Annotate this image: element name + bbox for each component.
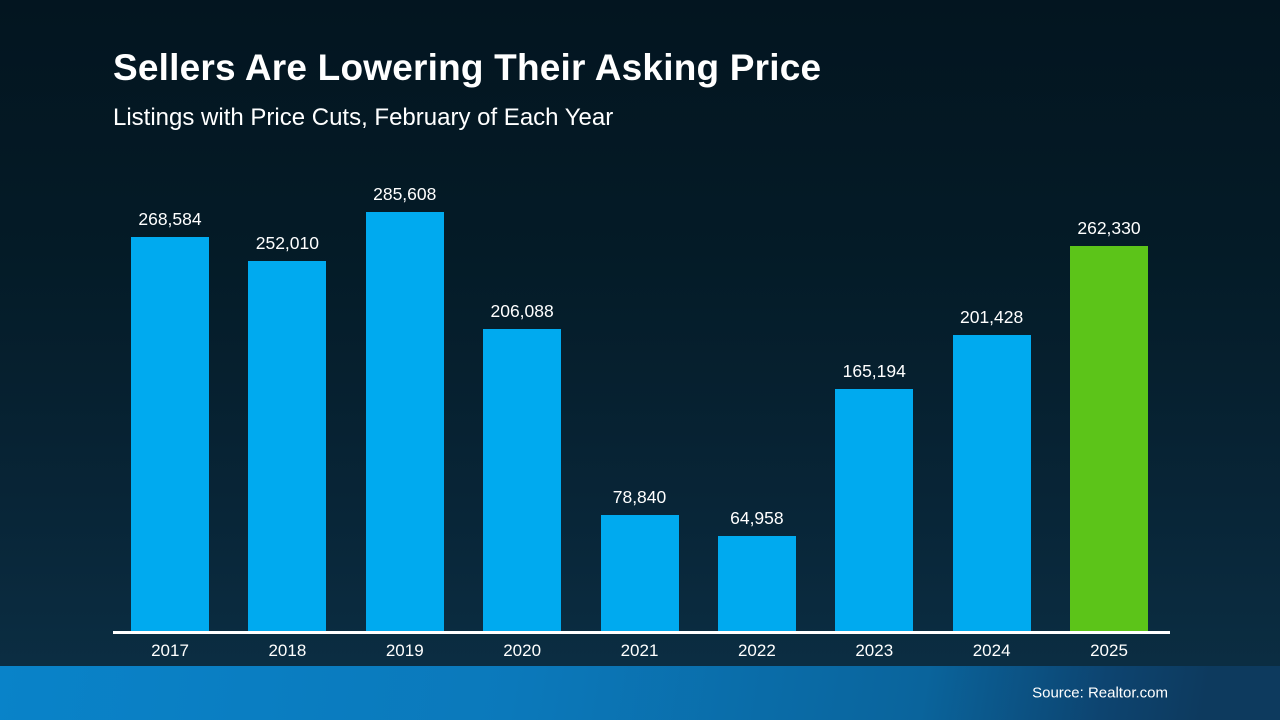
bar-column-2019: 285,608	[365, 184, 444, 631]
bar-column-2018: 252,010	[248, 233, 327, 631]
footer-band: Source: Realtor.com	[0, 666, 1280, 720]
bar-2023	[835, 389, 914, 631]
source-attribution: Source: Realtor.com	[1032, 684, 1168, 702]
bar-2024	[952, 335, 1031, 631]
bar-column-2025: 262,330	[1070, 218, 1148, 631]
bar-value-label-2021: 78,840	[612, 487, 667, 507]
bar-value-label-2024: 201,428	[959, 307, 1024, 327]
bar-column-2023: 165,194	[835, 361, 914, 631]
x-axis-line	[113, 631, 1170, 634]
x-axis-label-2020: 2020	[503, 641, 542, 660]
x-axis-label-2022: 2022	[737, 641, 776, 660]
bar-2020	[483, 329, 562, 631]
bar-value-label-2025: 262,330	[1077, 218, 1141, 238]
x-axis-label-2017: 2017	[151, 641, 189, 660]
bar-value-label-2018: 252,010	[255, 233, 319, 253]
x-axis-label-2025: 2025	[1090, 641, 1128, 660]
bar-2025	[1070, 246, 1148, 631]
bar-2022	[717, 536, 796, 631]
bar-column-2020: 206,088	[483, 301, 562, 631]
x-axis-label-2023: 2023	[855, 641, 894, 660]
bar-column-2022: 64,958	[717, 508, 796, 631]
bar-column-2021: 78,840	[600, 487, 679, 631]
bar-value-label-2020: 206,088	[490, 301, 554, 321]
bars-area: 268,584 252,010 285,608 206,088 78,840 64,958…	[131, 184, 1148, 631]
bar-2018	[248, 261, 327, 631]
bar-value-label-2017: 268,584	[138, 209, 202, 229]
bar-2017	[131, 237, 209, 631]
x-axis-label-2019: 2019	[385, 641, 424, 660]
x-axis-label-2021: 2021	[620, 641, 659, 660]
bar-column-2017: 268,584	[131, 209, 209, 631]
chart-subtitle: Listings with Price Cuts, February of Ea…	[113, 103, 614, 131]
x-axis-label-2024: 2024	[972, 641, 1011, 660]
chart-header: Sellers Are Lowering Their Asking Price …	[113, 47, 822, 132]
x-axis-labels: 2017 2018 2019 2020 2021 2022 2023 2024 2025	[131, 641, 1148, 661]
bar-value-label-2019: 285,608	[373, 184, 437, 204]
bar-value-label-2023: 165,194	[842, 361, 906, 381]
bar-column-2024: 201,428	[952, 307, 1031, 631]
bar-2019	[365, 212, 444, 631]
x-axis-label-2018: 2018	[268, 641, 307, 660]
bar-2021	[600, 515, 679, 631]
chart-title: Sellers Are Lowering Their Asking Price	[113, 47, 822, 88]
bar-value-label-2022: 64,958	[730, 508, 784, 528]
